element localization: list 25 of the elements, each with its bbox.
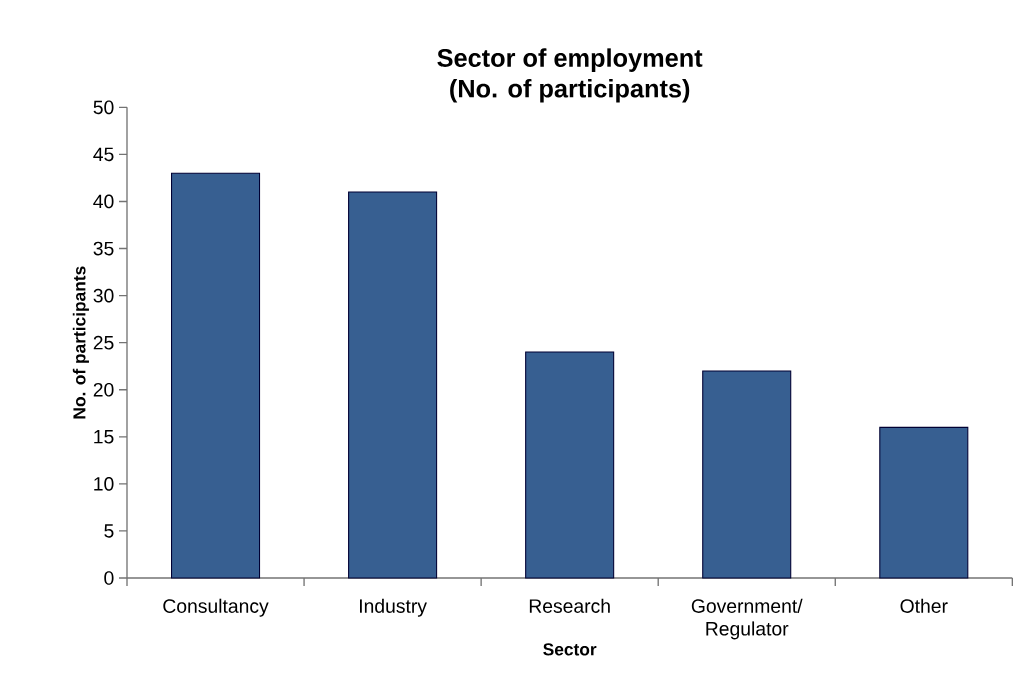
y-tick-label: 25 <box>93 335 114 350</box>
x-tick-label: Industry <box>359 598 427 617</box>
y-tick-label: 20 <box>93 382 114 397</box>
bar <box>879 426 969 579</box>
bar <box>171 172 261 579</box>
y-tick-label: 45 <box>93 147 114 162</box>
bar <box>702 370 792 579</box>
y-tick-label: 35 <box>93 241 114 256</box>
y-tick-label: 5 <box>104 524 114 538</box>
x-tick-label: Government/ Regulator <box>691 598 803 640</box>
y-tick-label: 15 <box>94 430 114 444</box>
bar <box>348 191 438 579</box>
x-tick-label: Other <box>900 598 948 613</box>
y-tick-label: 0 <box>104 571 114 585</box>
x-axis-title: Sector <box>543 643 597 656</box>
bar <box>525 351 615 579</box>
x-tick-label: Research <box>529 598 610 613</box>
y-axis-title: No. of participants <box>72 266 89 419</box>
y-tick-label: 30 <box>93 288 114 303</box>
y-tick-label: 50 <box>93 100 114 115</box>
y-tick-label: 40 <box>93 194 114 209</box>
chart-subtitle: (No. of participants) <box>450 79 690 103</box>
y-tick-label: 10 <box>94 477 114 491</box>
x-tick-label: Consultancy <box>163 598 269 617</box>
chart-title: Sector of employment <box>437 48 703 72</box>
